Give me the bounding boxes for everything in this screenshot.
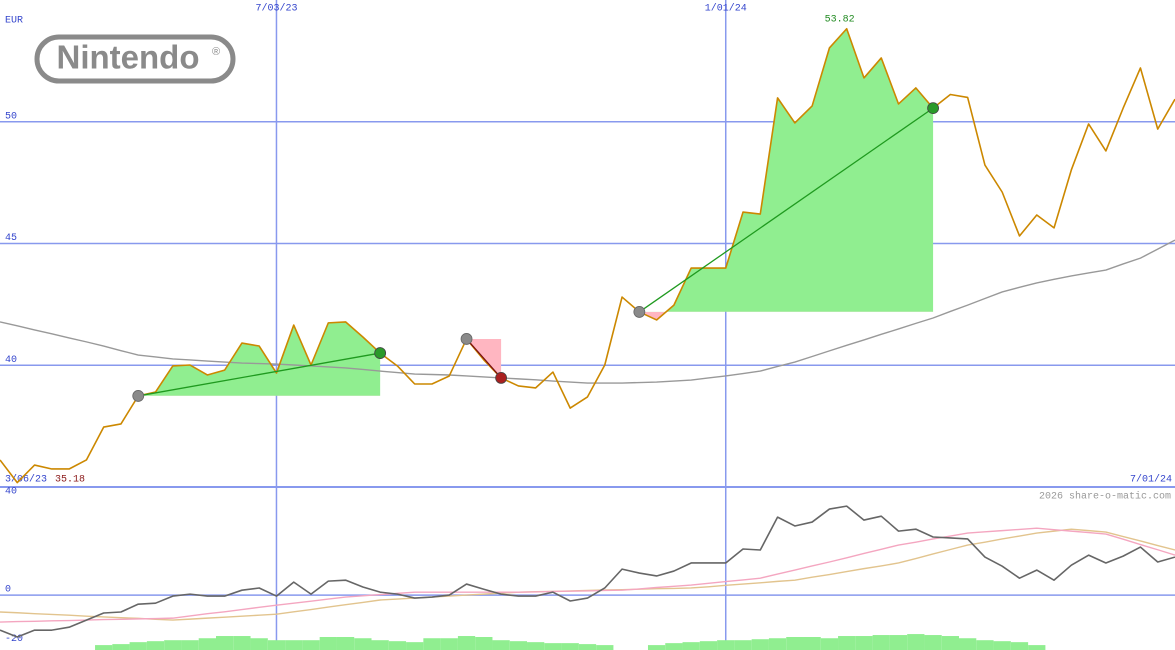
y-tick-label: 0 xyxy=(5,585,11,596)
bar xyxy=(578,644,597,650)
entry-dot xyxy=(460,333,473,345)
bar xyxy=(112,644,130,650)
y-tick-label: 45 xyxy=(5,233,17,244)
signal-line xyxy=(466,338,502,379)
bar xyxy=(976,640,994,650)
bar xyxy=(285,640,303,650)
bar xyxy=(768,638,787,650)
bar xyxy=(423,638,441,650)
bar xyxy=(233,636,251,650)
bar xyxy=(889,635,908,650)
bar xyxy=(924,635,942,650)
bar xyxy=(457,636,476,650)
bar xyxy=(319,637,337,650)
bar xyxy=(146,641,165,650)
bar xyxy=(855,636,873,650)
watermark: 2026 share-o-matic.com xyxy=(1039,491,1171,503)
bar xyxy=(129,642,147,650)
x-tick-label: 1/01/24 xyxy=(705,3,747,15)
bar xyxy=(838,636,856,650)
bar xyxy=(371,640,389,650)
bar xyxy=(440,638,458,650)
logo-text: Nintendo xyxy=(57,39,200,76)
entry-dot xyxy=(132,390,145,402)
bar xyxy=(872,635,890,650)
gain-area xyxy=(639,28,934,312)
line xyxy=(0,527,1175,623)
bar xyxy=(820,638,839,650)
exit-dot xyxy=(495,372,508,384)
gain-area xyxy=(138,321,381,396)
bar xyxy=(406,642,424,650)
bar xyxy=(717,640,735,650)
bar xyxy=(1010,642,1029,650)
bar xyxy=(302,640,320,650)
bar xyxy=(95,645,113,650)
x-tick-label: 7/01/24 xyxy=(1130,474,1172,486)
bar xyxy=(181,640,199,650)
bar xyxy=(647,645,666,650)
bar xyxy=(509,641,528,650)
bar xyxy=(215,636,234,650)
logo-frame xyxy=(34,34,236,84)
bar xyxy=(267,640,286,650)
bar xyxy=(561,643,579,650)
signal-line xyxy=(138,352,381,397)
min-label: 35.18 xyxy=(55,475,85,486)
y-tick-label: -20 xyxy=(5,634,23,645)
bar xyxy=(388,641,407,650)
bar xyxy=(682,642,700,650)
line xyxy=(0,505,1175,638)
line xyxy=(0,27,1175,484)
bar xyxy=(665,643,683,650)
exit-dot xyxy=(374,347,387,359)
bar xyxy=(786,637,804,650)
bar xyxy=(475,637,493,650)
logo-mark: ® xyxy=(212,46,220,58)
bar xyxy=(198,638,216,650)
y-tick-label: 40 xyxy=(5,487,17,498)
logo: Nintendo ® xyxy=(34,34,236,84)
line xyxy=(0,239,1175,384)
x-tick-label: 7/03/23 xyxy=(255,3,297,15)
bar xyxy=(164,640,182,650)
y-axis-label: EUR xyxy=(5,16,23,27)
bar xyxy=(527,642,545,650)
bar xyxy=(734,640,752,650)
bar xyxy=(959,638,977,650)
bar xyxy=(336,637,355,650)
bar xyxy=(941,636,960,650)
signal-line xyxy=(638,107,934,313)
bar xyxy=(492,640,510,650)
bar xyxy=(993,641,1011,650)
x-tick-label: 3/06/23 xyxy=(5,474,47,486)
max-label: 53.82 xyxy=(825,14,855,25)
bar xyxy=(803,637,821,650)
bar xyxy=(596,645,614,650)
y-tick-label: 40 xyxy=(5,355,17,366)
bar xyxy=(699,641,718,650)
bar xyxy=(354,638,372,650)
exit-dot xyxy=(927,102,939,115)
bar xyxy=(544,643,562,650)
bar xyxy=(250,638,268,650)
bar xyxy=(1028,645,1046,650)
bar xyxy=(751,639,769,650)
entry-dot xyxy=(633,306,646,318)
bar xyxy=(907,634,925,650)
y-tick-label: 50 xyxy=(5,111,17,122)
